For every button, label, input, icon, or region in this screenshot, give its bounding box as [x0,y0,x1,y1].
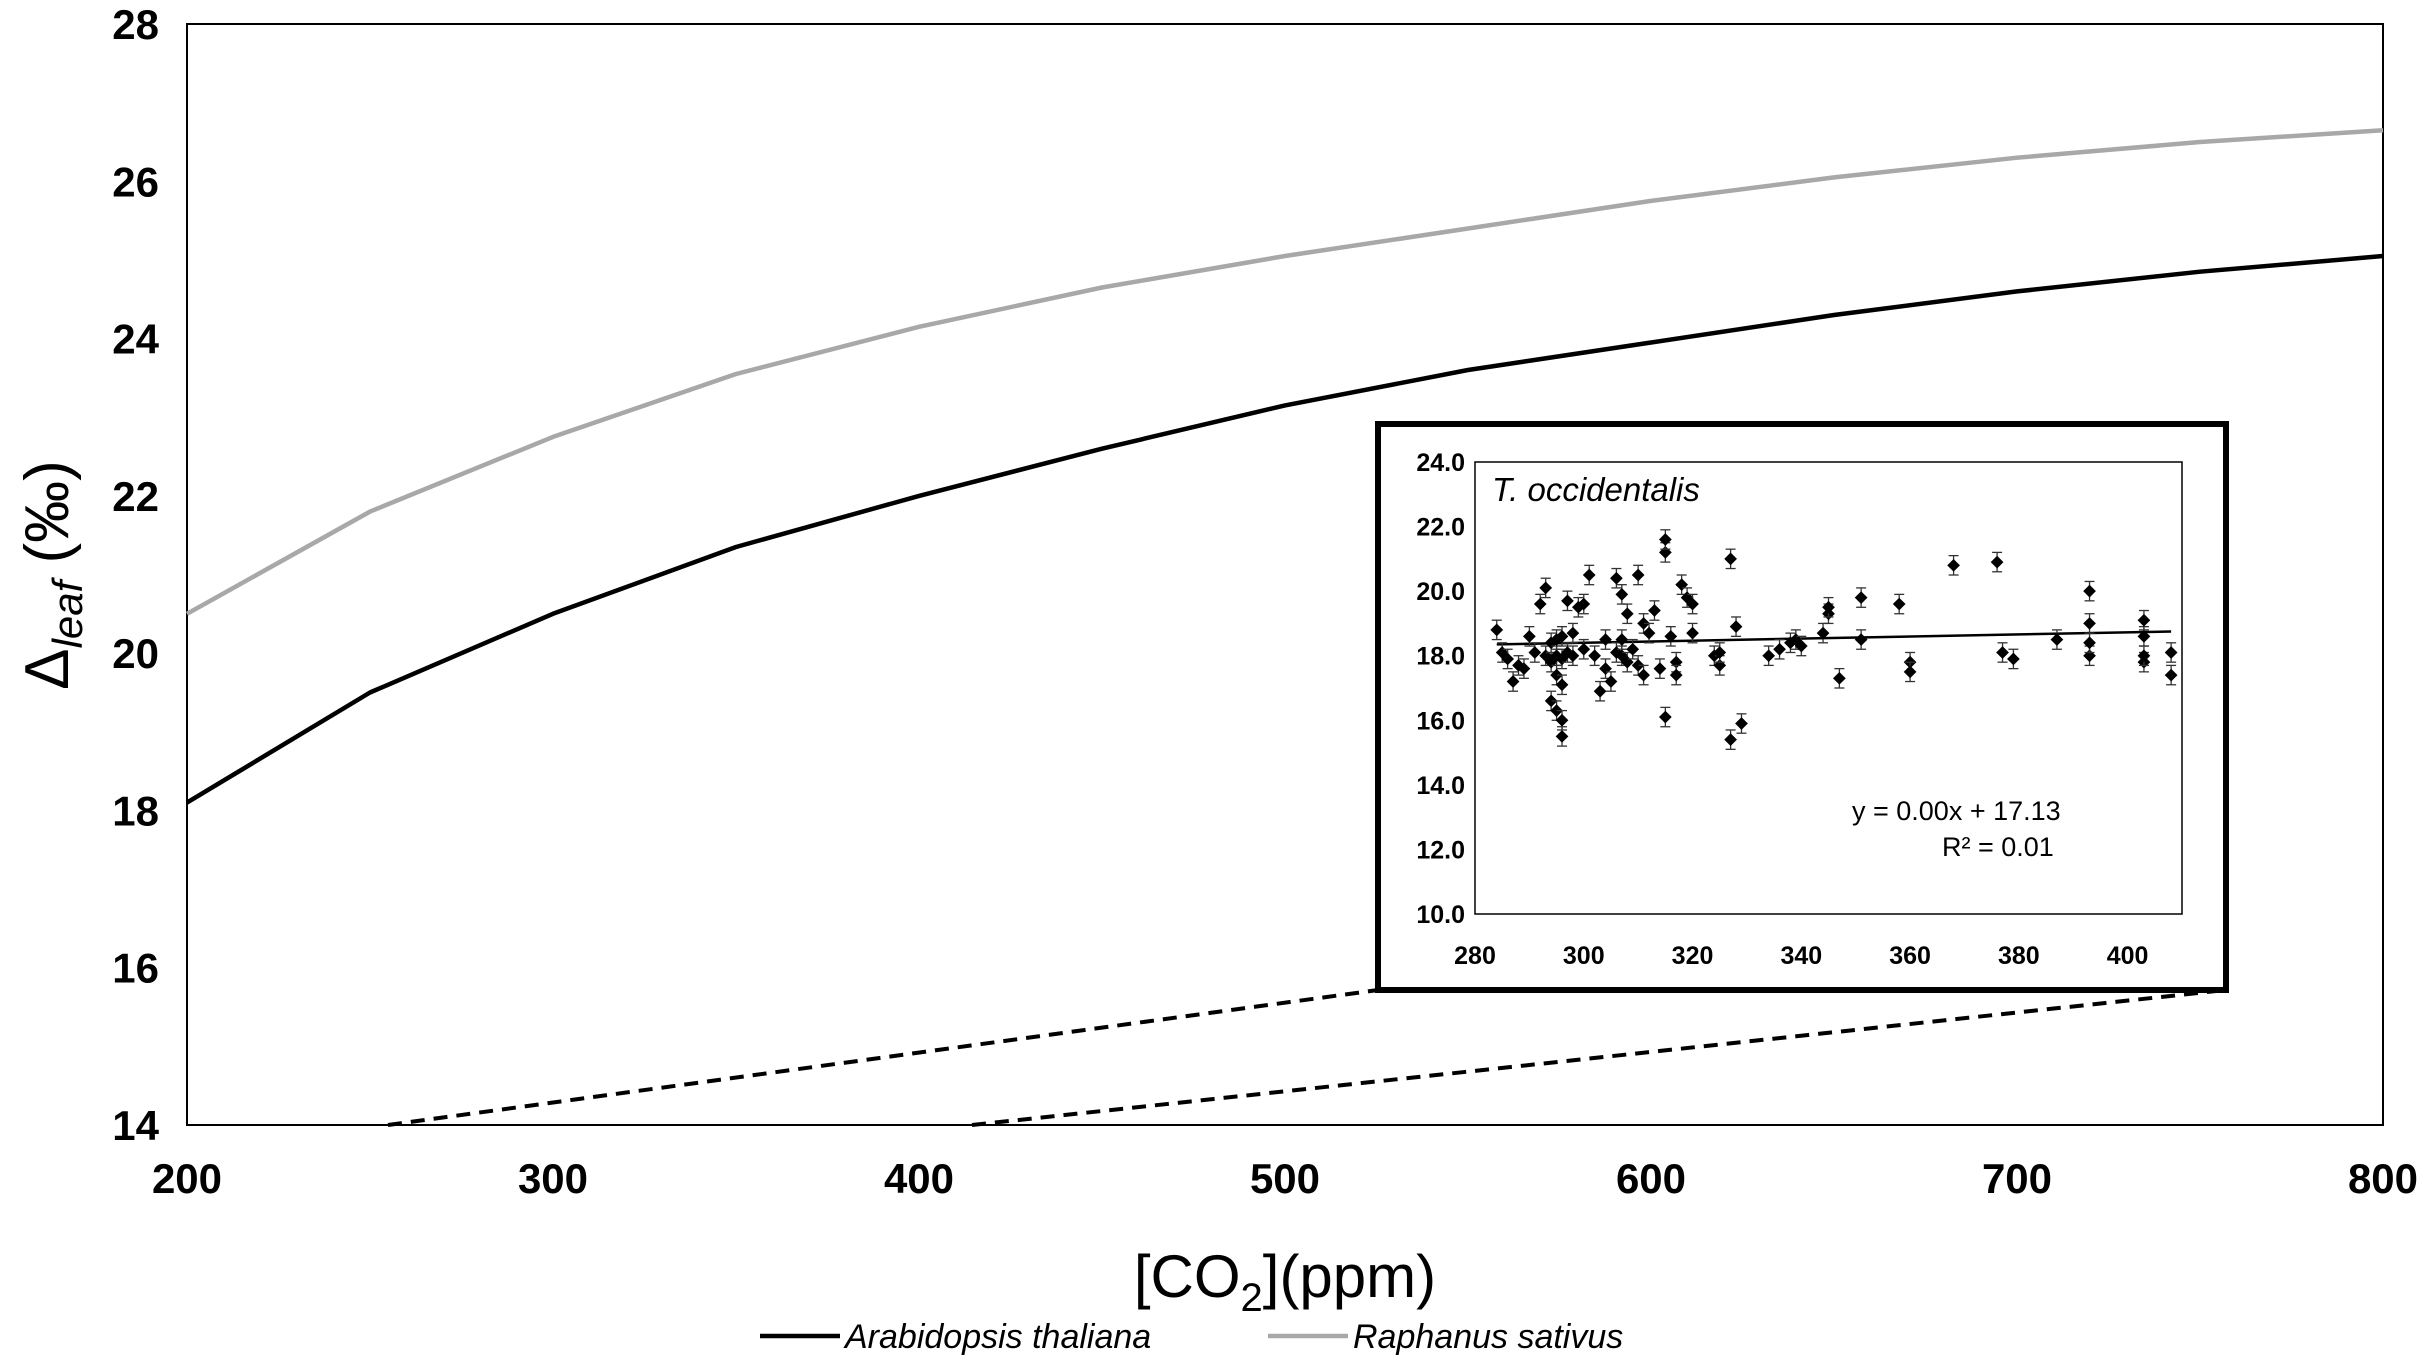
x-tick-label: 600 [1616,1155,1686,1202]
y-tick-label: 24 [112,316,159,363]
y-tick-label: 28 [112,1,159,48]
r-squared-label: R² = 0.01 [1942,832,2054,862]
data-marker [2083,584,2096,598]
x-tick-label: 400 [884,1155,954,1202]
y-tick-label: 16 [112,945,159,992]
inset-y-tick-label: 16.0 [1416,707,1465,735]
inset-data-point [2050,629,2064,650]
inset-x-tick-label: 340 [1780,942,1822,970]
x-tick-label: 800 [2348,1155,2418,1202]
inset-y-tick-label: 14.0 [1416,772,1465,800]
inset-x-tick-label: 280 [1454,942,1496,970]
series-line [185,127,2384,616]
y-tick-label: 14 [112,1102,159,1149]
inset-chart: 10.0 12.0 14.0 16.0 18.0 20.0 22.0 24.0 280 300 32… [387,421,2229,1127]
inset-y-tick-label: 22.0 [1416,514,1465,542]
y-axis-label: Δleaf (‰) [13,460,91,690]
inset-data-point [2164,642,2178,663]
data-marker [2137,613,2151,627]
zoom-connector-line [971,988,2227,1127]
x-axis-label: [CO2](ppm) [1134,1243,1436,1320]
x-tick-label: 500 [1250,1155,1320,1202]
inset-frame [1375,421,2229,993]
inset-y-tick-label: 12.0 [1416,836,1465,864]
x-tick-label: 200 [152,1155,222,1202]
x-axis-label-prefix: [CO [1134,1243,1241,1310]
inset-plot-area [1474,461,2183,915]
data-marker [2164,668,2178,682]
inset-y-tick-label: 24.0 [1416,449,1465,477]
inset-y-tick-label: 20.0 [1416,578,1465,606]
inset-data-point [2164,664,2178,686]
x-axis-label-suffix: ](ppm) [1263,1243,1436,1310]
inset-y-tick-label: 10.0 [1416,901,1465,929]
inset-x-tick-label: 360 [1889,942,1931,970]
main-chart: 14 16 18 20 22 24 26 28 200 300 400 500 600 700 800 [CO… [13,1,2418,1320]
plot-area-frame [186,23,2384,1126]
inset-x-tick-label: 380 [1998,942,2040,970]
y-axis-label-unit: (‰) [13,460,82,581]
y-tick-label: 22 [112,473,159,520]
legend-label: Arabidopsis thaliana [843,1318,1151,1356]
x-axis-label-subscript: 2 [1241,1276,1263,1320]
inset-title: T. occidentalis [1492,471,1700,508]
x-tick-label: 700 [1982,1155,2052,1202]
y-tick-label: 18 [112,787,159,834]
data-marker [2137,649,2151,663]
inset-y-tick-label: 18.0 [1416,643,1465,671]
inset-x-tick-label: 400 [2107,942,2149,970]
zoom-connector-line [387,988,1379,1127]
x-tick-label: 300 [518,1155,588,1202]
data-marker [2164,646,2178,659]
inset-x-tick-label: 320 [1672,942,1714,970]
regression-equation: y = 0.00x + 17.13 [1852,796,2061,826]
y-tick-label: 26 [112,158,159,205]
data-marker [2137,629,2151,643]
data-marker [2083,636,2096,650]
y-axis-label-symbol: Δ [13,648,82,689]
data-marker [2050,633,2064,646]
inset-data-point [2083,580,2096,602]
legend: Arabidopsis thaliana Raphanus sativus [760,1318,1623,1356]
y-tick-label: 20 [112,630,159,677]
data-marker [2083,617,2096,630]
series-line [185,253,2384,805]
legend-label: Raphanus sativus [1353,1318,1623,1356]
inset-data-point [2137,609,2151,631]
inset-data-point [2083,613,2096,634]
inset-x-tick-label: 300 [1563,942,1605,970]
y-axis-label-subscript: leaf [44,576,91,648]
